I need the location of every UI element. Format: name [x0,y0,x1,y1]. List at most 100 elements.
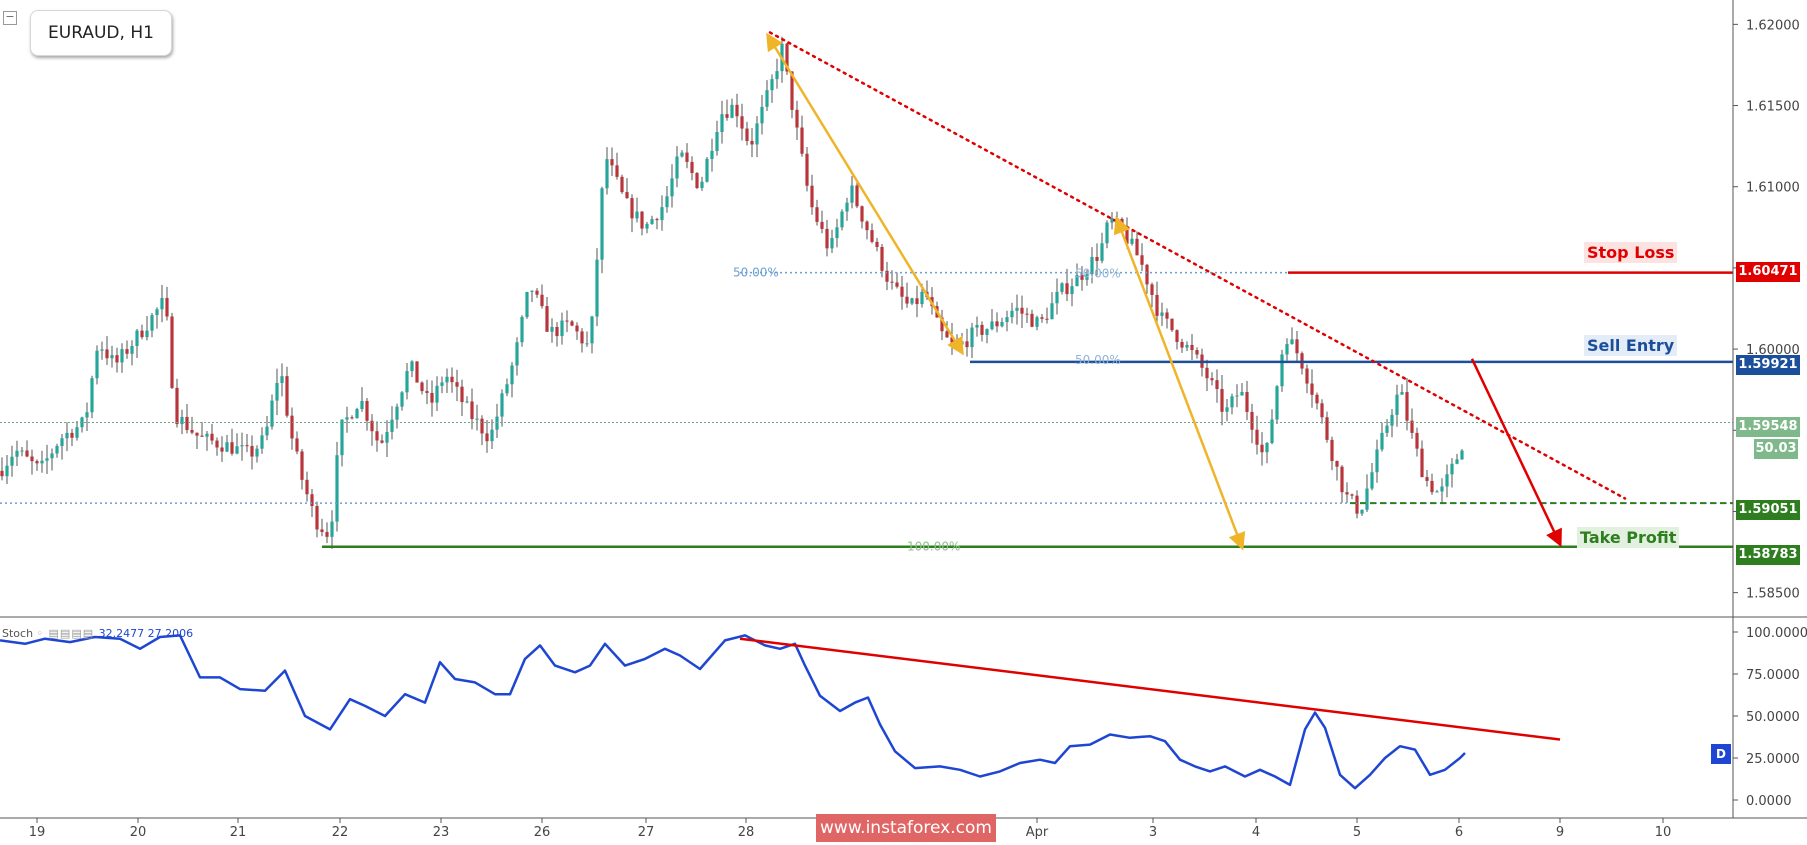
candle-body [915,298,919,305]
watermark-banner[interactable]: www.instaforex.com [816,814,996,842]
candle-body [470,401,474,420]
candle-body [90,378,94,413]
candle-body [1425,477,1429,481]
candle-body [280,376,284,383]
candle-body [1440,486,1444,492]
candlestick-series [0,36,1464,549]
candle-body [510,365,514,385]
candle-body [645,223,649,229]
candle-body [1255,429,1259,445]
stoch-d-value: 27.2006 [147,627,194,640]
candle-body [635,211,639,219]
candle-body [1195,350,1199,355]
candle-body [215,440,219,448]
candle-body [1405,392,1409,421]
candle-body [420,382,424,392]
candle-body [315,506,319,530]
sell-entry-label: Sell Entry [1584,335,1678,356]
candle-body [150,315,154,331]
candle-body [1240,391,1244,396]
candle-body [1060,283,1064,292]
candle-body [505,384,509,394]
candle-body [355,409,359,419]
candle-body [740,116,744,129]
candle-body [55,445,59,454]
candle-body [60,438,64,446]
candle-body [410,361,414,372]
candle-body [605,159,609,189]
candle-body [1140,255,1144,265]
candle-body [1035,317,1039,327]
candle-body [665,196,669,208]
candle-body [1400,392,1404,395]
stoch-tick-label: 25.0000 [1746,752,1800,767]
candle-body [1270,419,1274,443]
candle-body [1220,389,1224,412]
candle-body [1305,368,1309,384]
time-tick-label: Apr [1026,825,1049,840]
candle-body [160,298,164,310]
candle-body [85,412,89,418]
candle-body [570,321,574,326]
time-tick-label: 4 [1252,825,1260,840]
candle-body [1030,313,1034,327]
collapse-button[interactable]: − [3,11,17,25]
candle-body [285,376,289,416]
candle-body [220,447,224,452]
candle-body [1055,291,1059,304]
candle-body [970,327,974,348]
candle-body [360,400,364,410]
candle-body [1165,312,1169,319]
candle-body [620,176,624,193]
candle-body [640,211,644,229]
candle-body [100,349,104,351]
candle-body [675,156,679,179]
candle-body [575,325,579,332]
price-tick-label: 1.58500 [1746,587,1800,602]
stoch-d-badge[interactable]: D [1711,744,1731,764]
candle-body [1040,317,1044,319]
stoch-name: Stoch [2,627,34,640]
candle-body [725,114,729,118]
candle-body [265,426,269,436]
candle-body [145,330,149,338]
candle-body [1050,303,1054,320]
candle-body [695,173,699,188]
stoch-tick-label: 0.0000 [1746,794,1792,809]
candle-body [685,152,689,162]
candle-body [475,418,479,420]
stoch-value-tag: 50.03 [1754,439,1798,459]
candle-body [155,309,159,316]
candle-body [125,349,129,354]
candle-body [905,296,909,304]
candle-body [1085,274,1089,280]
candle-body [1450,463,1454,475]
candle-body [190,429,194,433]
candle-body [690,161,694,174]
candle-body [910,298,914,304]
candle-body [45,458,49,461]
candle-body [1175,330,1179,342]
symbol-label[interactable]: EURAUD, H1 [30,10,172,56]
candle-body [400,392,404,407]
candle-body [1420,448,1424,478]
candle-body [1370,472,1374,489]
candle-body [1380,432,1384,450]
candle-body [1010,310,1014,318]
candle-body [835,227,839,239]
time-tick-label: 3 [1149,825,1157,840]
stoch-tick-label: 50.0000 [1746,710,1800,725]
candle-body [335,455,339,522]
candle-body [390,419,394,432]
candle-body [1330,439,1334,462]
candle-body [1395,394,1399,415]
candle-body [630,198,634,219]
candle-body [530,290,534,292]
candle-body [65,432,69,439]
candle-body [1265,442,1269,453]
candle-body [50,453,54,459]
candle-body [1100,243,1104,261]
candle-body [1150,284,1154,295]
candle-body [745,128,749,141]
